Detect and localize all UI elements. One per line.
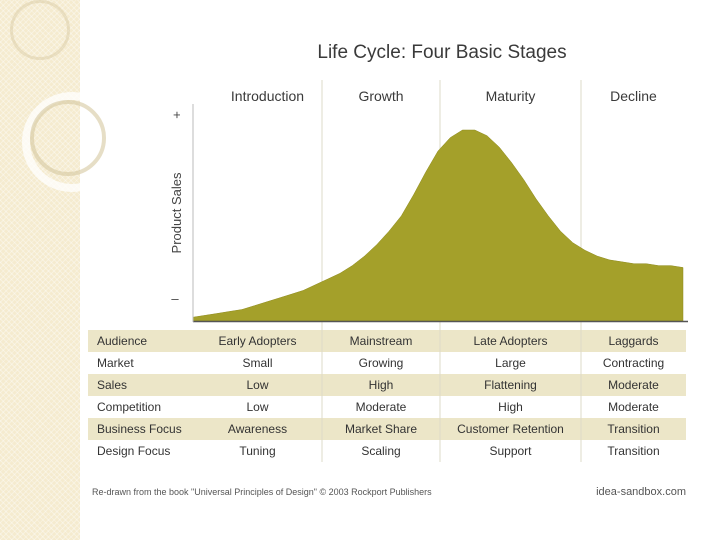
table-cell: Laggards — [608, 334, 658, 348]
table-cell: Large — [495, 356, 526, 370]
table-cell: Transition — [607, 444, 659, 458]
table-row-label: Market — [97, 356, 134, 370]
table-row-label: Design Focus — [97, 444, 170, 458]
footer-credit: Re-drawn from the book "Universal Princi… — [92, 487, 432, 497]
table-cell: High — [498, 400, 523, 414]
table-cell: Low — [246, 378, 268, 392]
y-axis-minus-marker: – — [171, 291, 179, 306]
table-row-label: Competition — [97, 400, 161, 414]
table-row-band — [88, 418, 686, 440]
decorative-ring — [22, 92, 122, 192]
chart-title: Life Cycle: Four Basic Stages — [317, 42, 566, 63]
table-cell: Growing — [359, 356, 404, 370]
table-row-band — [88, 330, 686, 352]
stage-labels: Introduction Growth Maturity Decline — [231, 88, 657, 104]
table-row-label: Business Focus — [97, 422, 182, 436]
table-cell: Small — [242, 356, 272, 370]
table-cell: Support — [489, 444, 532, 458]
stage-label: Growth — [358, 88, 403, 104]
y-axis-label: Product Sales — [169, 172, 184, 253]
table-row-label: Sales — [97, 378, 127, 392]
decorative-ring — [30, 100, 106, 176]
table-cell: Late Adopters — [473, 334, 547, 348]
stage-label: Decline — [610, 88, 657, 104]
decorative-ring — [10, 0, 70, 60]
stage-table: Audience Early Adopters Mainstream Late Ado… — [97, 334, 664, 458]
table-cell: High — [369, 378, 394, 392]
decorative-left-strip — [0, 0, 122, 540]
table-cell: Moderate — [608, 400, 659, 414]
table-cell: Low — [246, 400, 268, 414]
table-cell: Mainstream — [350, 334, 413, 348]
table-cell: Scaling — [361, 444, 400, 458]
table-cell: Tuning — [239, 444, 275, 458]
table-cell: Early Adopters — [218, 334, 296, 348]
table-row-band — [88, 374, 686, 396]
sales-curve-area — [192, 129, 684, 322]
table-bands — [88, 330, 686, 440]
table-cell: Transition — [607, 422, 659, 436]
stage-label: Maturity — [486, 88, 536, 104]
table-cell: Moderate — [608, 378, 659, 392]
table-cell: Market Share — [345, 422, 417, 436]
y-axis-plus-marker: + — [169, 111, 184, 119]
table-cell: Contracting — [603, 356, 664, 370]
table-cell: Moderate — [356, 400, 407, 414]
table-row-label: Audience — [97, 334, 147, 348]
table-cell: Customer Retention — [457, 422, 564, 436]
table-cell: Awareness — [228, 422, 287, 436]
table-cell: Flattening — [484, 378, 537, 392]
stage-label: Introduction — [231, 88, 304, 104]
footer-source: idea-sandbox.com — [596, 486, 686, 498]
